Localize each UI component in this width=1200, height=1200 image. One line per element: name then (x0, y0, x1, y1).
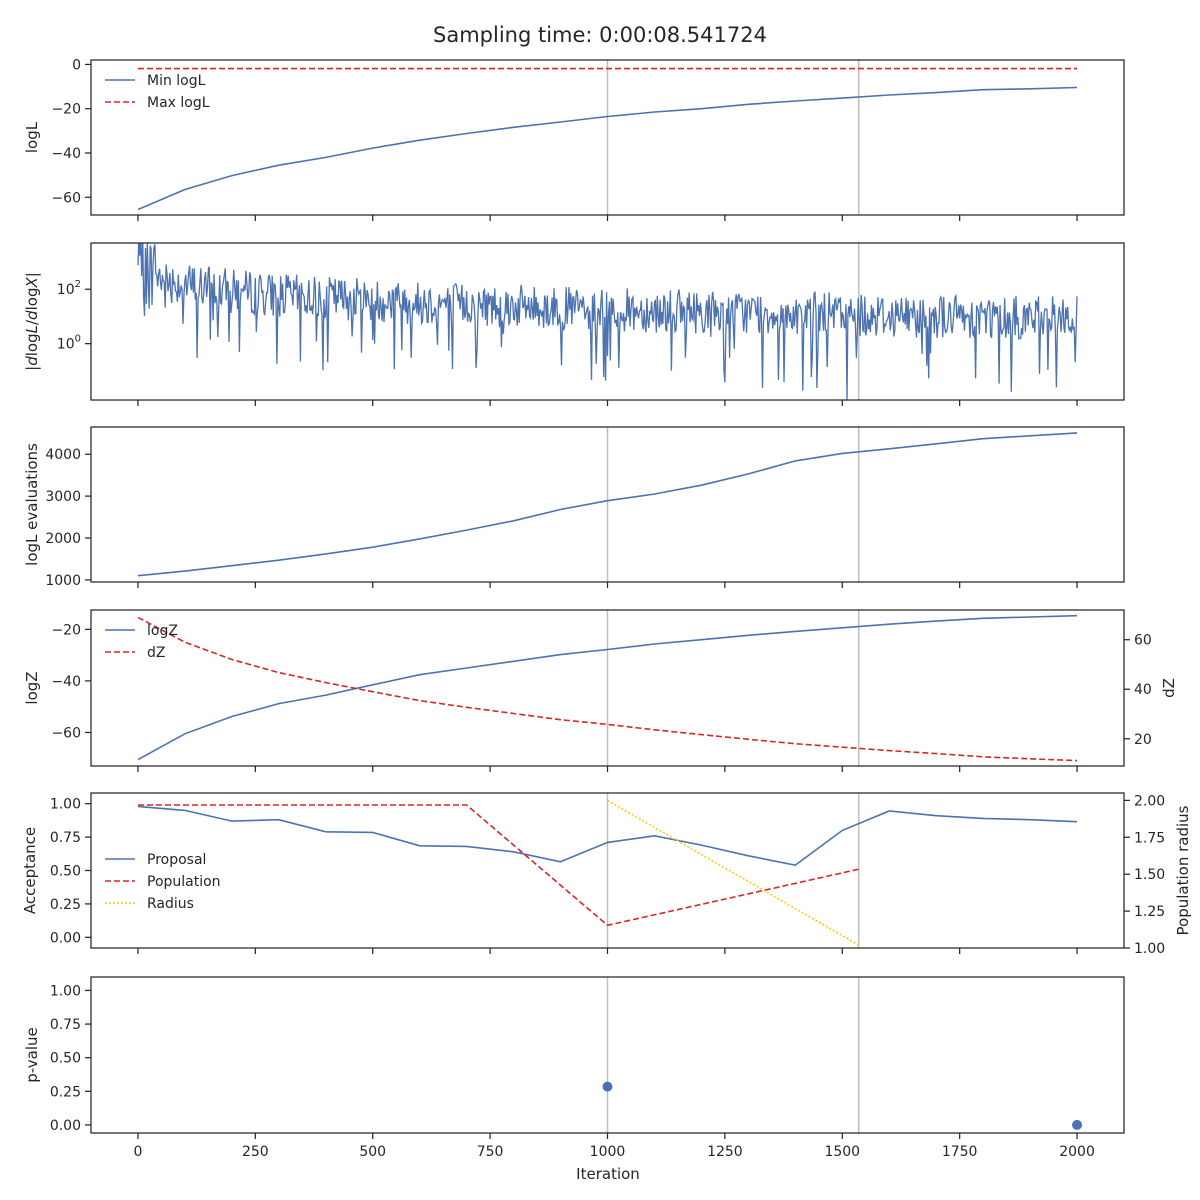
y-axis-label: logZ (23, 671, 41, 704)
plot-area (137, 243, 1078, 400)
y-tick-label: 1.00 (50, 983, 81, 999)
y-right-tick-label: 1.75 (1134, 830, 1165, 846)
x-axis-label: Iteration (576, 1165, 640, 1183)
y-tick-label: 0.75 (50, 1017, 81, 1033)
legend-label: Population (147, 874, 221, 890)
y-axis-label: |dlogL/dlogX| (23, 272, 41, 371)
y-right-tick-label: 1.50 (1134, 867, 1165, 883)
y-right-tick-label: 60 (1134, 633, 1152, 649)
x-tick-label: 1000 (590, 1144, 626, 1160)
panel-5: 1.00 0.75 0.50 0.25 0.00 2.00 1.75 1.50 1.25 1.00… (21, 792, 1192, 957)
panel-4: −20 −40 −60 60 40 20 logZ dZ logZ dZ (23, 609, 1178, 772)
series-line-population (138, 804, 859, 927)
y-tick-label: 2000 (45, 531, 81, 547)
y-axis-label: Acceptance (21, 827, 39, 914)
plot-area (137, 432, 1078, 577)
plot-area (137, 799, 1078, 946)
y-axis-label: logL (23, 121, 41, 153)
legend-label: dZ (147, 645, 165, 661)
legend-label: Max logL (147, 95, 210, 111)
y-tick-label: 0.75 (50, 830, 81, 846)
y-tick-label: −40 (51, 674, 81, 690)
x-tick-label: 250 (242, 1144, 269, 1160)
y-right-tick-label: 1.25 (1134, 904, 1165, 920)
panel-6: 0 250 500 750 1000 1250 1500 1750 2000 1.00 0.75 0.… (23, 976, 1125, 1160)
panels: 0 −20 −40 −60 logL Min logL Max logL 100 102 |dlo… (21, 57, 1192, 1160)
x-tick-label: 2000 (1059, 1144, 1095, 1160)
y-tick-label: 100 (57, 334, 81, 353)
x-tick-label: 1750 (942, 1144, 978, 1160)
y-tick-label: 0 (72, 57, 81, 73)
y-tick-label: −60 (51, 190, 81, 206)
legend-label: Proposal (147, 852, 206, 868)
y-tick-label: 0.50 (50, 864, 81, 880)
series-line-logz (137, 614, 1078, 761)
y-right-tick-label: 40 (1134, 682, 1152, 698)
y-tick-label: 1000 (45, 573, 81, 589)
panel-2: 100 102 |dlogL/dlogX| (23, 242, 1125, 406)
x-tick-label: 1500 (824, 1144, 860, 1160)
plot-area (602, 1081, 1083, 1130)
legend-label: Radius (147, 896, 194, 912)
y-tick-label: 0.25 (50, 897, 81, 913)
y-axis-label: p-value (23, 1027, 41, 1083)
y-tick-label: 0.50 (50, 1051, 81, 1067)
plot-area (137, 614, 1078, 762)
y-tick-label: −20 (51, 622, 81, 638)
y-tick-label: −20 (51, 102, 81, 118)
y-tick-label: 0.25 (50, 1084, 81, 1100)
x-tick-label: 750 (477, 1144, 504, 1160)
y-tick-label: 0.00 (50, 1118, 81, 1134)
series-line-dz (137, 616, 1078, 762)
figure-title: Sampling time: 0:00:08.541724 (433, 23, 767, 47)
y-tick-label: 102 (57, 279, 81, 298)
y-tick-label: −40 (51, 146, 81, 162)
x-tick-label: 1250 (707, 1144, 743, 1160)
x-tick-label: 0 (133, 1144, 142, 1160)
series-line-1 (137, 432, 1078, 577)
y-tick-label: 4000 (45, 447, 81, 463)
data-point (602, 1081, 613, 1092)
series-line-proposal (137, 805, 1078, 867)
y-right-tick-label: 1.00 (1134, 941, 1165, 957)
legend-label: Min logL (147, 73, 206, 89)
y-right-tick-label: 2.00 (1134, 793, 1165, 809)
y-tick-label: 0.00 (50, 930, 81, 946)
y-tick-label: 3000 (45, 489, 81, 505)
y-right-axis-label: dZ (1160, 678, 1178, 698)
y-tick-label: −60 (51, 725, 81, 741)
x-tick-label: 500 (359, 1144, 386, 1160)
legend-label: logZ (147, 623, 178, 639)
y-right-tick-label: 20 (1134, 732, 1152, 748)
series-line-radius (607, 799, 860, 946)
data-point (1072, 1119, 1083, 1130)
plot-area (137, 67, 1078, 211)
y-axis-label: logL evaluations (23, 443, 41, 566)
series-line-min-logl (137, 86, 1078, 211)
y-right-axis-label: Population radius (1174, 805, 1192, 935)
series-line-1 (137, 243, 1078, 400)
y-tick-label: 1.00 (50, 797, 81, 813)
panel-1: 0 −20 −40 −60 logL Min logL Max logL (23, 57, 1125, 221)
